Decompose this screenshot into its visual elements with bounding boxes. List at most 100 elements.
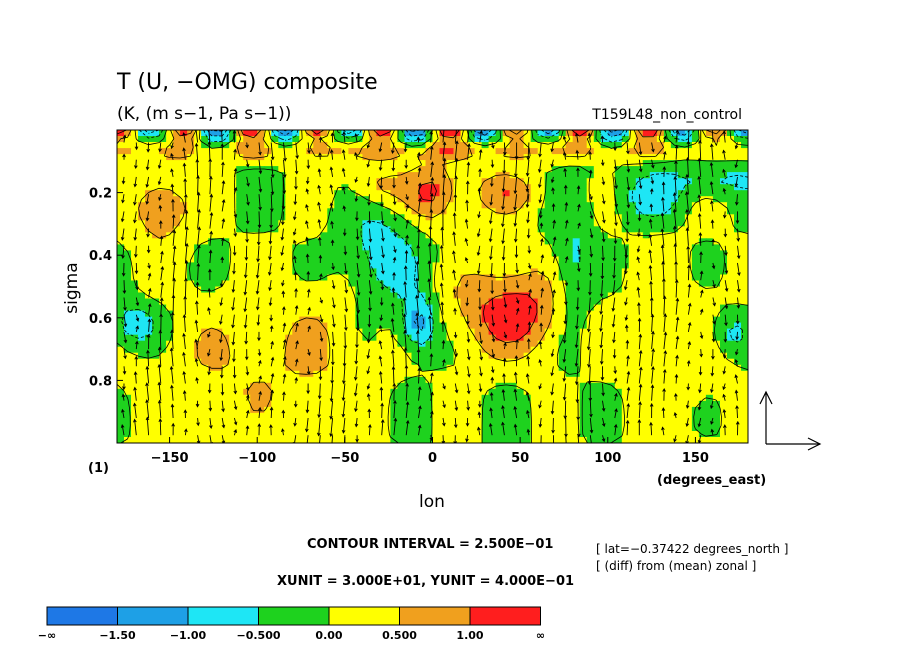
- heatmap-cell: [460, 310, 469, 318]
- heatmap-cell: [488, 437, 497, 443]
- heatmap-cell: [628, 310, 637, 318]
- heatmap-cell: [383, 364, 391, 372]
- heatmap-cell: [600, 286, 609, 294]
- heatmap-cell: [509, 256, 518, 263]
- heatmap-cell: [299, 280, 307, 288]
- heatmap-cell: [551, 268, 560, 275]
- heatmap-cell: [313, 238, 321, 245]
- heatmap-cell: [621, 400, 630, 408]
- heatmap-cell: [565, 346, 574, 354]
- heatmap-cell: [236, 412, 244, 420]
- heatmap-cell: [565, 256, 574, 263]
- heatmap-cell: [397, 160, 405, 167]
- heatmap-cell: [684, 202, 693, 209]
- heatmap-cell: [117, 316, 125, 324]
- heatmap-cell: [313, 376, 321, 384]
- heatmap-cell: [460, 370, 469, 378]
- heatmap-cell: [642, 154, 651, 161]
- heatmap-cell: [727, 394, 735, 402]
- heatmap-cell: [285, 208, 293, 215]
- heatmap-cell: [306, 376, 314, 384]
- heatmap-cell: [306, 406, 314, 414]
- heatmap-cell: [166, 196, 174, 203]
- heatmap-cell: [621, 310, 630, 318]
- heatmap-cell: [397, 136, 405, 143]
- heatmap-cell: [376, 437, 384, 443]
- heatmap-cell: [467, 394, 476, 402]
- heatmap-cell: [124, 412, 132, 420]
- heatmap-cell: [734, 178, 742, 185]
- heatmap-cell: [404, 376, 413, 384]
- heatmap-cell: [320, 382, 328, 390]
- heatmap-cell: [131, 130, 139, 137]
- heatmap-cell: [334, 382, 342, 390]
- heatmap-cell: [194, 232, 202, 239]
- heatmap-cell: [656, 370, 665, 378]
- heatmap-cell: [180, 340, 188, 348]
- x-tick-label: 150: [682, 451, 709, 466]
- heatmap-cell: [390, 268, 398, 275]
- heatmap-cell: [404, 262, 413, 269]
- heatmap-cell: [544, 142, 553, 149]
- heatmap-cell: [278, 388, 286, 396]
- heatmap-cell: [327, 196, 335, 203]
- heatmap-cell: [460, 184, 469, 191]
- heatmap-cell: [720, 286, 728, 294]
- heatmap-cell: [579, 226, 588, 233]
- heatmap-cell: [530, 202, 539, 209]
- heatmap-cell: [299, 274, 307, 282]
- heatmap-cell: [698, 208, 707, 215]
- heatmap-cell: [663, 274, 672, 282]
- heatmap-cell: [720, 226, 728, 233]
- heatmap-cell: [131, 437, 139, 443]
- heatmap-cell: [558, 292, 567, 300]
- heatmap-cell: [509, 196, 518, 203]
- heatmap-cell: [166, 431, 174, 438]
- heatmap-cell: [649, 376, 658, 384]
- heatmap-cell: [418, 178, 427, 185]
- heatmap-cell: [257, 238, 265, 245]
- heatmap-cell: [509, 178, 518, 185]
- heatmap-cell: [383, 190, 391, 197]
- heatmap-cell: [509, 358, 518, 366]
- heatmap-cell: [243, 304, 251, 312]
- heatmap-cell: [257, 310, 265, 318]
- heatmap-cell: [741, 358, 748, 366]
- heatmap-cell: [292, 352, 300, 360]
- heatmap-cell: [572, 160, 581, 167]
- heatmap-cell: [727, 256, 735, 263]
- heatmap-cell: [572, 274, 581, 282]
- heatmap-cell: [712, 370, 721, 378]
- heatmap-cell: [614, 238, 623, 245]
- heatmap-cell: [572, 394, 581, 402]
- heatmap-cell: [173, 316, 181, 324]
- heatmap-cell: [691, 220, 700, 227]
- heatmap-cell: [432, 340, 441, 348]
- heatmap-cell: [432, 208, 441, 215]
- heatmap-cell: [292, 190, 300, 197]
- heatmap-cell: [117, 262, 125, 269]
- heatmap-cell: [474, 352, 483, 360]
- heatmap-cell: [299, 382, 307, 390]
- heatmap-cell: [145, 370, 153, 378]
- heatmap-cell: [439, 262, 448, 269]
- heatmap-cell: [390, 160, 398, 167]
- heatmap-cell: [432, 358, 441, 366]
- heatmap-cell: [117, 142, 125, 149]
- heatmap-cell: [173, 250, 181, 257]
- heatmap-cell: [565, 437, 574, 443]
- heatmap-cell: [614, 166, 623, 173]
- heatmap-cell: [173, 394, 181, 402]
- heatmap-cell: [138, 220, 146, 227]
- heatmap-cell: [355, 226, 363, 233]
- heatmap-cell: [201, 376, 209, 384]
- heatmap-cell: [152, 154, 160, 161]
- heatmap-cell: [348, 232, 356, 239]
- heatmap-cell: [530, 437, 539, 443]
- heatmap-cell: [194, 328, 202, 336]
- heatmap-cell: [334, 142, 342, 149]
- heatmap-cell: [481, 172, 490, 179]
- heatmap-cell: [734, 166, 742, 173]
- heatmap-cell: [285, 437, 293, 443]
- heatmap-cell: [481, 376, 490, 384]
